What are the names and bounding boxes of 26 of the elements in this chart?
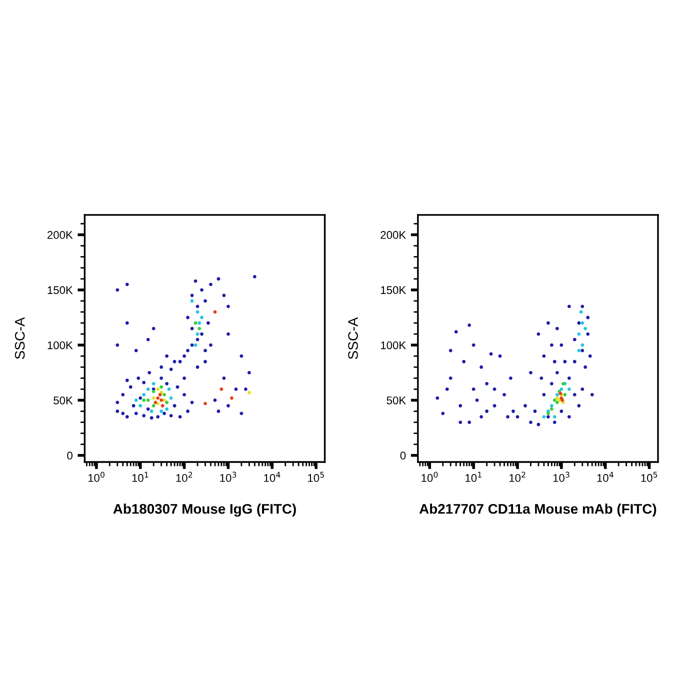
x-tick-label: 10$^{4}$: [264, 472, 280, 482]
y-tick-label: 100K: [380, 341, 406, 350]
y-tick-label: 50K: [54, 396, 73, 404]
y-tick-label: 150K: [380, 286, 406, 294]
y-tick-label: 150K: [48, 286, 73, 294]
x-tick-label: 10$^{5}$: [641, 472, 658, 482]
x-tick-label: 10$^{4}$: [597, 472, 614, 482]
x-axis-title: Ab180307 Mouse IgG (FITC): [113, 504, 296, 517]
x-axis-title: Ab217707 CD11a Mouse mAb (FITC): [419, 504, 656, 517]
y-tick-label: 100K: [48, 341, 73, 350]
x-tick-label: 10$^{0}$: [422, 472, 438, 482]
x-tick-label: 10$^{3}$: [220, 472, 236, 482]
y-tick-label: 0: [400, 452, 406, 460]
x-tick-label: 10$^{3}$: [553, 472, 570, 482]
y-tick-label: 200K: [380, 231, 406, 239]
x-tick-label: 10$^{2}$: [176, 472, 192, 482]
x-tick-label: 10$^{0}$: [88, 472, 104, 482]
y-tick-label: 0: [67, 452, 72, 460]
y-axis-title: SSC-A: [348, 317, 358, 360]
y-axis-title: SSC-A: [14, 317, 25, 360]
y-tick-label: 200K: [48, 231, 73, 239]
x-tick-label: 10$^{5}$: [308, 472, 324, 482]
y-tick-label: 50K: [386, 396, 406, 404]
x-tick-label: 10$^{1}$: [132, 472, 148, 482]
x-tick-label: 10$^{2}$: [509, 472, 526, 482]
x-tick-label: 10$^{1}$: [466, 472, 482, 482]
